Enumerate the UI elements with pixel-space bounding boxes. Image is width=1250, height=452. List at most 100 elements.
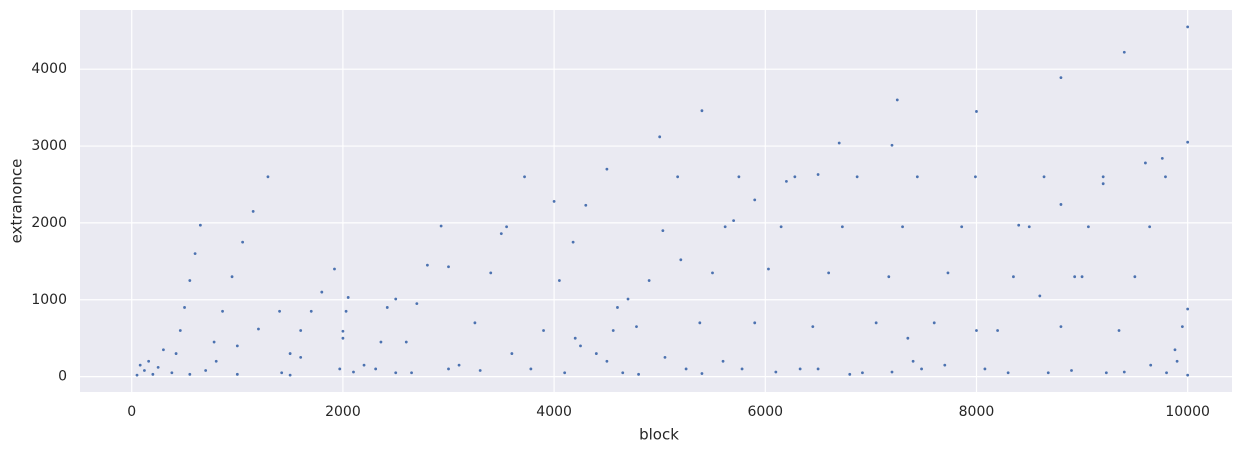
point — [798, 367, 802, 371]
point — [489, 271, 493, 275]
point — [188, 372, 192, 376]
point — [816, 367, 820, 371]
point — [505, 225, 508, 229]
point — [385, 306, 389, 309]
point — [138, 363, 142, 367]
x-tick-label: 0 — [127, 404, 136, 420]
point — [635, 325, 638, 329]
point — [1144, 161, 1147, 165]
point — [915, 175, 919, 179]
point — [235, 372, 239, 376]
point — [415, 302, 419, 306]
point — [473, 321, 477, 325]
point — [1059, 76, 1063, 80]
point — [320, 290, 324, 294]
y-tick-label: 0 — [58, 369, 67, 385]
x-tick-label: 4000 — [536, 404, 572, 420]
point — [204, 369, 208, 372]
point — [143, 369, 146, 372]
y-axis-title: extranonce — [8, 159, 26, 244]
point — [895, 98, 899, 102]
point — [960, 225, 964, 229]
point — [198, 223, 202, 227]
point — [779, 225, 783, 229]
point — [288, 352, 292, 355]
point — [974, 175, 977, 179]
point — [887, 275, 891, 279]
x-tick-label: 6000 — [747, 404, 783, 420]
plot-area — [80, 10, 1232, 392]
point — [861, 371, 864, 375]
point — [753, 198, 757, 202]
point — [605, 359, 609, 363]
point — [874, 321, 878, 325]
point — [767, 267, 770, 271]
point — [848, 372, 852, 376]
point — [996, 329, 999, 332]
point — [1027, 225, 1031, 229]
point — [410, 371, 413, 375]
point — [901, 225, 904, 229]
point — [1046, 371, 1050, 375]
point — [523, 175, 526, 179]
point — [1148, 225, 1152, 229]
point — [374, 367, 378, 371]
point — [721, 359, 725, 363]
point — [542, 329, 545, 332]
point — [679, 258, 683, 262]
point — [439, 224, 443, 228]
point — [1164, 175, 1167, 179]
point — [278, 309, 281, 313]
x-axis-title: block — [639, 426, 679, 444]
point — [457, 363, 461, 367]
point — [573, 336, 577, 340]
point — [911, 359, 915, 363]
point — [341, 336, 345, 340]
point — [626, 297, 630, 301]
point — [661, 229, 665, 232]
point — [1073, 275, 1077, 279]
point — [840, 225, 844, 229]
point — [1180, 325, 1184, 329]
point — [478, 369, 482, 372]
point — [344, 309, 348, 313]
point — [266, 175, 270, 179]
point — [346, 296, 350, 299]
point — [563, 371, 567, 375]
point — [156, 366, 160, 369]
point — [1042, 175, 1046, 179]
point — [698, 321, 702, 325]
point — [700, 109, 704, 113]
point — [162, 348, 165, 352]
point — [1101, 182, 1105, 186]
point — [890, 143, 894, 147]
point — [737, 175, 741, 179]
point — [1070, 369, 1073, 372]
point — [221, 309, 224, 313]
point — [394, 371, 398, 375]
point — [855, 175, 859, 179]
point — [816, 173, 820, 176]
point — [700, 372, 704, 375]
y-tick-label: 2000 — [31, 215, 67, 231]
point — [1086, 225, 1090, 229]
point — [235, 344, 239, 348]
point — [605, 167, 609, 171]
point — [837, 141, 841, 145]
point — [1080, 275, 1084, 279]
y-tick-label: 4000 — [31, 61, 67, 77]
y-tick-label: 1000 — [31, 292, 67, 308]
point — [1186, 140, 1190, 144]
point — [1017, 223, 1021, 227]
point — [338, 367, 342, 371]
point — [1006, 371, 1010, 375]
point — [571, 240, 575, 244]
point — [212, 340, 216, 344]
point — [193, 252, 197, 256]
point — [174, 352, 178, 355]
point — [230, 275, 234, 279]
point — [732, 219, 736, 222]
x-tick-label: 2000 — [325, 404, 361, 420]
point — [1160, 156, 1164, 160]
